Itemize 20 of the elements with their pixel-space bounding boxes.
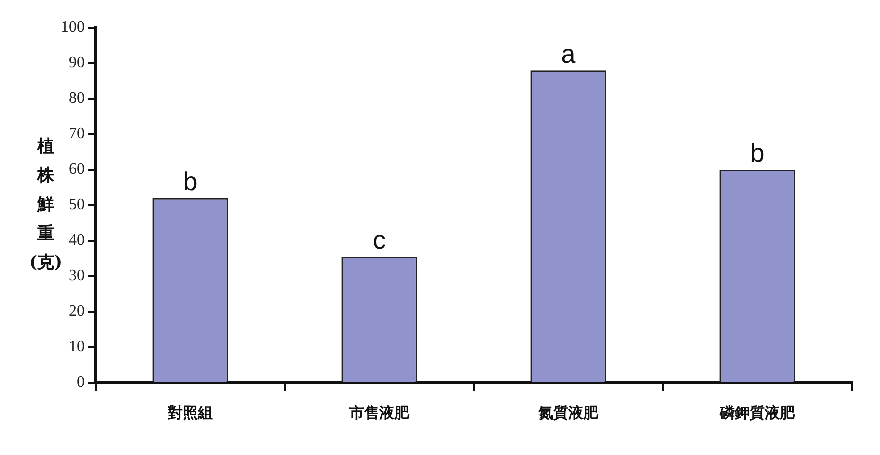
x-tick-label: 氮質液肥 [538, 404, 600, 422]
y-tick-label: 10 [69, 338, 85, 356]
y-tick-label: 40 [69, 232, 85, 250]
y-tick-label: 30 [69, 268, 85, 285]
annotation: a [561, 38, 576, 69]
y-tick-label: 50 [69, 196, 85, 214]
x-tick-label: 市售液肥 [348, 404, 410, 422]
y-tick-label: 90 [69, 54, 85, 72]
y-tick-label: 0 [77, 374, 85, 392]
y-axis-title: 植株鮮重(克) [29, 136, 63, 273]
x-tick-label: 對照組 [167, 404, 213, 422]
x-tick-label: 磷鉀質液肥 [719, 404, 796, 422]
y-tick-label: 20 [69, 303, 85, 320]
annotation: c [373, 225, 386, 256]
y-tick-label: 100 [61, 19, 85, 36]
annotation: b [750, 138, 765, 168]
annotation: b [183, 166, 198, 197]
y-tick-label: 70 [69, 126, 85, 143]
y-tick-label: 60 [69, 161, 85, 178]
y-tick-label: 80 [69, 90, 85, 108]
